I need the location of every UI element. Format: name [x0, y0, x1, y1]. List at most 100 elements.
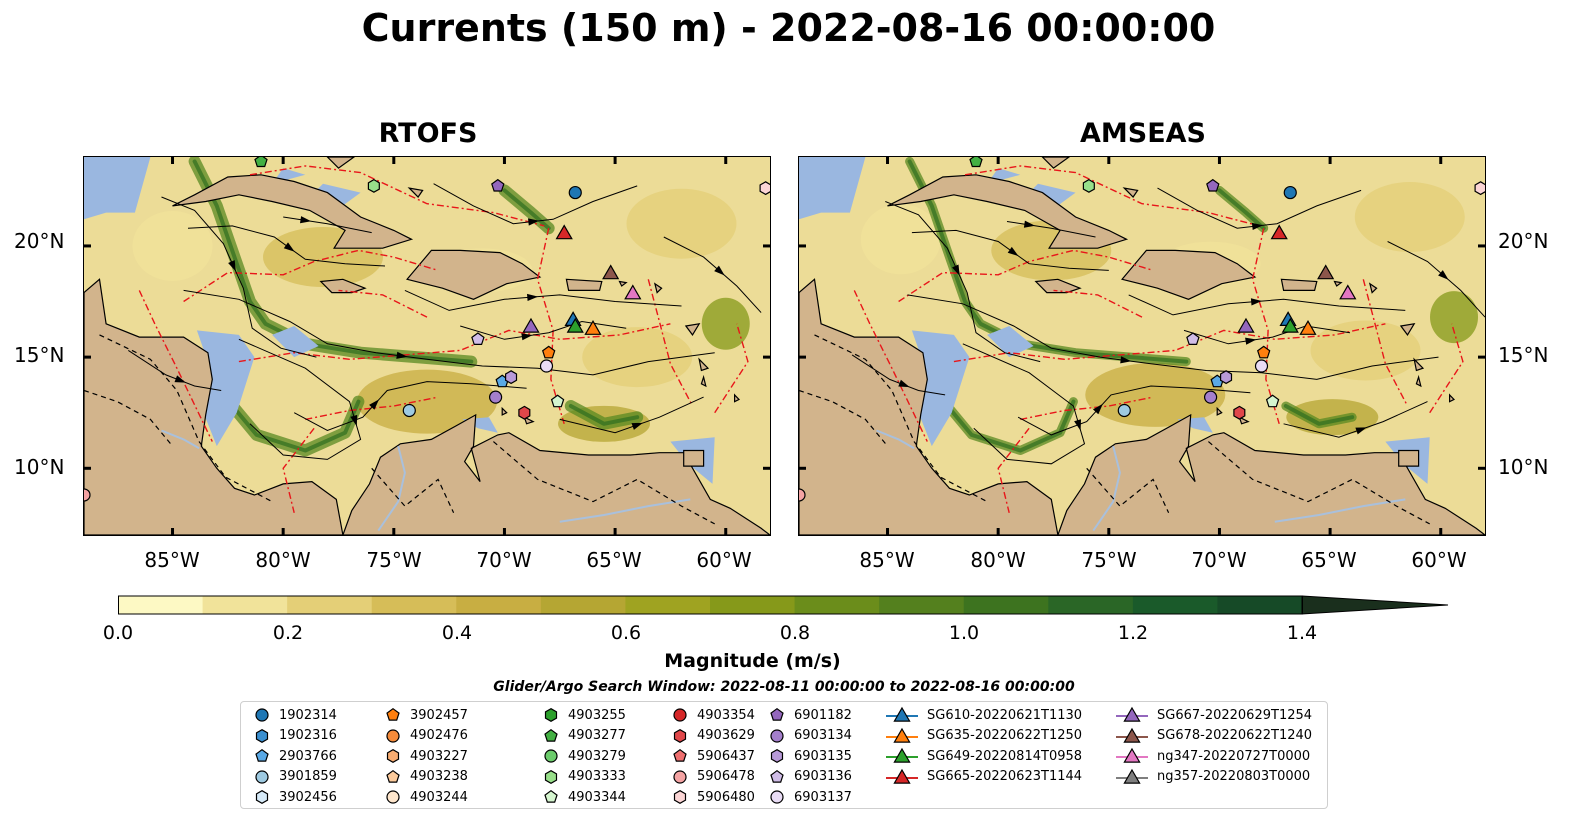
river	[377, 445, 406, 532]
platform-marker-1902314	[1283, 185, 1297, 200]
streamline	[962, 343, 1086, 465]
country-border	[814, 334, 988, 503]
eez-boundary	[1362, 279, 1409, 407]
land	[326, 157, 356, 169]
legend-marker	[673, 769, 687, 784]
legend-label: 4902476	[410, 728, 468, 743]
current-magnitude-patch	[1354, 182, 1465, 253]
legend-label: 4903344	[568, 789, 626, 805]
map-amseas[interactable]	[798, 156, 1486, 536]
colorbar-tick: 0.4	[441, 622, 473, 644]
streamline-arrow	[952, 264, 960, 276]
streamline	[907, 294, 1439, 380]
lat-tick-left-15n: 15°N	[14, 343, 65, 367]
country-border	[1208, 441, 1430, 525]
land	[1041, 157, 1071, 169]
streamline-arrow	[300, 216, 312, 224]
platform-marker-SG667-20220629T1254	[522, 317, 540, 333]
platform-marker-4903277	[254, 157, 268, 168]
search-window-caption: Glider/Argo Search Window: 2022-08-11 00…	[493, 679, 1075, 695]
legend-item-1902316: 1902316	[253, 727, 337, 745]
legend-marker	[673, 748, 687, 762]
legend: 1902314 1902316 2903766 3901859 3902456 39024…	[240, 701, 1328, 809]
streamline	[1183, 325, 1351, 345]
legend-marker	[673, 728, 687, 743]
land	[1415, 374, 1422, 388]
land	[733, 393, 741, 403]
current-magnitude-patch	[1430, 291, 1479, 344]
streamline	[293, 381, 527, 432]
lon-tick-80w-right: 80°W	[970, 548, 1026, 572]
eez-boundary	[249, 165, 545, 227]
map-rtofs[interactable]	[83, 156, 771, 536]
country-border	[799, 389, 888, 447]
legend-label: SG667-20220629T1254	[1157, 707, 1313, 723]
eez-boundary	[238, 323, 671, 363]
legend-label: ng357-20220803T0000	[1157, 769, 1311, 784]
legend-item-4903333: 4903333	[542, 768, 626, 786]
legend-marker	[770, 769, 784, 783]
lon-tick-75w-left: 75°W	[366, 548, 422, 572]
legend-label: 6903134	[794, 728, 852, 743]
eez-boundary	[282, 427, 315, 513]
legend-label: 6901182	[794, 707, 852, 723]
land	[799, 278, 1059, 535]
legend-item-4903255: 4903255	[542, 706, 626, 724]
current-magnitude-patch	[357, 369, 497, 434]
streamline-arrow	[1355, 427, 1367, 435]
legend-item-SG678-20220622T1240: SG678-20220622T1240	[1115, 727, 1312, 745]
legend-item-4903238: 4903238	[384, 768, 468, 786]
legend-item-3902456: 3902456	[253, 788, 337, 806]
legend-marker	[544, 708, 558, 722]
platform-marker-5906478	[84, 488, 91, 502]
eez-boundary	[997, 427, 1030, 513]
land	[1413, 357, 1425, 372]
land	[698, 357, 710, 372]
platform-marker-1902314	[568, 185, 582, 200]
land	[523, 416, 535, 425]
legend-marker	[544, 769, 558, 784]
eez-boundary	[138, 290, 213, 442]
streamline-arrow	[283, 242, 295, 252]
legend-marker	[1123, 706, 1141, 722]
river	[876, 429, 915, 450]
legend-label: 6903136	[794, 769, 852, 784]
legend-label: 3902457	[410, 707, 468, 723]
platform-marker-6903136	[471, 332, 485, 345]
legend-label: 3902456	[279, 789, 337, 805]
eez-boundary	[1251, 228, 1280, 425]
country-border	[493, 441, 715, 525]
colorbar-tick: 1.2	[1117, 622, 1149, 644]
legend-marker	[255, 708, 269, 722]
legend-item-5906480: 5906480	[671, 788, 755, 806]
streamline-arrow	[174, 375, 186, 383]
legend-label: 4903354	[697, 707, 755, 723]
legend-item-3902457: 3902457	[384, 706, 468, 724]
legend-marker	[255, 748, 269, 762]
lon-tick-60w-right: 60°W	[1411, 548, 1467, 572]
platform-marker-SG678-20220622T1240	[602, 264, 620, 280]
legend-marker	[386, 707, 400, 721]
legend-marker	[544, 728, 558, 742]
current-magnitude-patch	[701, 297, 750, 350]
shallow-water	[987, 326, 1034, 358]
legend-label: ng347-20220727T0000	[1157, 748, 1311, 764]
legend-label: SG610-20220621T1130	[927, 707, 1083, 723]
lon-tick-70w-right: 70°W	[1191, 548, 1247, 572]
lon-tick-70w-left: 70°W	[476, 548, 532, 572]
legend-item-ng357-20220803T0000: ng357-20220803T0000	[1115, 768, 1310, 786]
streamline-arrow	[521, 333, 533, 341]
eez-boundary	[964, 165, 1260, 227]
legend-item-SG665-20220623T1144: SG665-20220623T1144	[885, 768, 1082, 786]
shallow-water	[911, 330, 970, 447]
platform-marker-ng347-20220727T0000	[624, 284, 642, 300]
country-border	[99, 334, 273, 503]
legend-label: 6903137	[794, 789, 852, 805]
legend-item-SG649-20220814T0958: SG649-20220814T0958	[885, 747, 1082, 765]
legend-item-SG635-20220622T1250: SG635-20220622T1250	[885, 727, 1082, 745]
platform-marker-SG649-20220814T0958	[1281, 317, 1299, 333]
legend-marker	[255, 769, 269, 784]
lon-tick-60w-left: 60°W	[696, 548, 752, 572]
legend-marker	[893, 706, 911, 722]
legend-marker	[673, 708, 687, 722]
